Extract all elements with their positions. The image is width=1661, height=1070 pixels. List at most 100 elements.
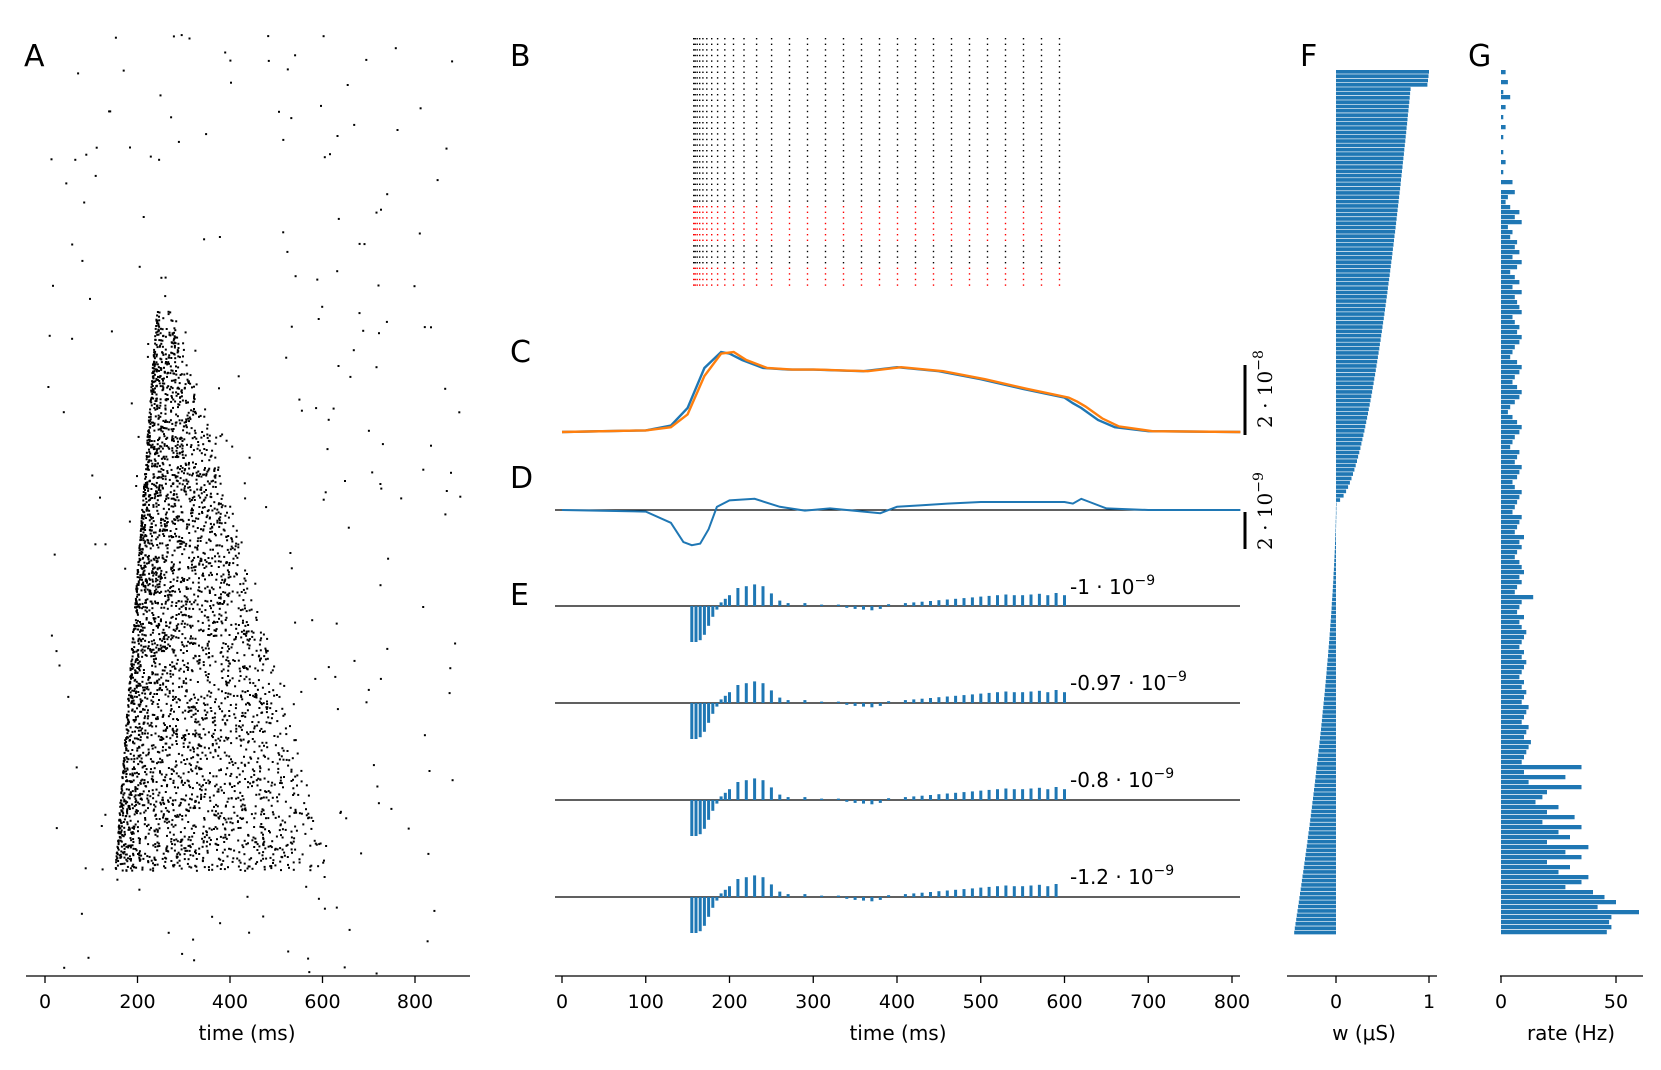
panel-a-spike	[227, 797, 230, 800]
panel-a-spike	[181, 399, 184, 402]
panel-a-spike	[387, 557, 390, 560]
panel-a-spike	[164, 791, 167, 793]
panel-b-spike	[1004, 43, 1007, 45]
panel-a-spike	[126, 779, 128, 782]
panel-a-spike	[165, 438, 168, 440]
panel-a-spike	[160, 467, 163, 470]
panel-b-spike	[986, 178, 989, 180]
panel-b-spike	[896, 166, 899, 169]
panel-a-spike	[175, 391, 178, 394]
panel-a-spike	[213, 684, 216, 686]
panel-a-spike	[153, 808, 156, 811]
panel-a-spike	[253, 695, 256, 698]
panel-b-spike	[724, 54, 726, 57]
panel-b-spike	[968, 245, 971, 247]
panel-a-spike	[161, 352, 164, 355]
panel-a-spike	[194, 637, 197, 640]
panel-b-spike	[711, 38, 713, 40]
panel-a-spike	[196, 681, 199, 683]
panel-a-spike	[238, 859, 241, 862]
panel-b-spike	[1022, 82, 1025, 85]
panel-a-spike	[184, 614, 187, 617]
panel-b-spike	[1058, 122, 1061, 124]
panel-a-spike	[189, 489, 192, 492]
panel-a-spike	[152, 744, 155, 747]
panel-a-spike	[149, 578, 152, 581]
panel-b-spike	[711, 49, 713, 51]
panel-a-spike	[231, 540, 234, 543]
panel-a-spike	[94, 543, 97, 546]
panel-a-spike	[185, 729, 188, 732]
panel-a-spike	[151, 671, 154, 674]
panel-a-spike	[124, 800, 127, 803]
panel-a-spike	[163, 444, 166, 447]
panel-b-spike	[1004, 172, 1007, 174]
panel-a-spike	[200, 785, 203, 788]
panel-b-spike	[770, 122, 773, 124]
panel-a-spike	[118, 818, 121, 821]
panel-a-spike	[247, 761, 250, 764]
panel-a-spike	[184, 331, 187, 334]
panel-a-spike	[132, 740, 134, 743]
panel-a-spike	[221, 504, 224, 507]
panel-a-spike	[241, 844, 244, 847]
panel-a-spike	[177, 600, 180, 603]
panel-a-spike	[136, 605, 139, 608]
panel-a-spike	[166, 362, 169, 365]
panel-a-spike	[58, 664, 61, 667]
panel-a-spike	[272, 859, 275, 862]
panel-b-spike	[696, 60, 698, 62]
panel-a-spike	[144, 606, 147, 609]
panel-a-spike	[120, 792, 123, 795]
panel-a-spike	[187, 566, 190, 568]
panel-a-spike	[137, 853, 139, 855]
panel-a-spike	[186, 862, 189, 865]
panel-a-spike	[192, 657, 195, 660]
panel-a-spike	[160, 425, 163, 428]
panel-a-spike	[197, 733, 200, 736]
panel-a-spike	[161, 382, 164, 385]
panel-a-spike	[167, 428, 170, 431]
panel-a-spike	[152, 614, 155, 616]
panel-a-spike	[154, 805, 157, 808]
panel-b-spike	[842, 234, 845, 236]
panel-a-spike	[230, 772, 233, 775]
panel-a-spike	[161, 749, 164, 752]
panel-b-spike	[914, 54, 917, 57]
panel-a-spike	[233, 785, 236, 787]
panel-a-tick-label: 800	[397, 991, 433, 1013]
panel-a-spike	[191, 843, 194, 846]
panel-b-spike	[896, 194, 899, 197]
panel-a-spike	[165, 555, 168, 558]
panel-a-spike	[187, 640, 190, 643]
panel-a-spike	[149, 526, 152, 529]
panel-a-spike	[222, 642, 225, 645]
panel-a-spike	[220, 670, 223, 673]
panel-a-spike	[198, 562, 201, 565]
panel-a-spike	[204, 788, 207, 791]
panel-a-spike	[143, 486, 146, 489]
panel-b-spike	[755, 99, 758, 101]
panel-a-spike	[186, 523, 188, 526]
panel-a-spike	[149, 408, 152, 411]
panel-b-spike	[706, 144, 708, 146]
panel-a-spike	[165, 511, 168, 514]
panel-b-spike	[755, 155, 758, 157]
panel-a-spike	[181, 711, 184, 714]
panel-b-spike	[711, 60, 713, 62]
panel-a-spike	[207, 640, 210, 643]
panel-a-spike	[220, 533, 223, 536]
panel-a-spike	[158, 534, 161, 537]
panel-a-spike	[207, 619, 210, 622]
panel-a-spike	[198, 853, 201, 855]
panel-a-spike	[216, 865, 219, 868]
panel-a-spike	[174, 765, 177, 768]
panel-a-spike	[235, 535, 238, 538]
panel-a-spike	[219, 651, 222, 654]
panel-b-spike	[716, 194, 719, 197]
panel-a-spike	[170, 773, 173, 775]
panel-a-spike	[145, 451, 148, 454]
panel-a-spike	[164, 276, 167, 279]
panel-b-spike	[896, 189, 899, 191]
panel-b-spike	[696, 250, 698, 253]
